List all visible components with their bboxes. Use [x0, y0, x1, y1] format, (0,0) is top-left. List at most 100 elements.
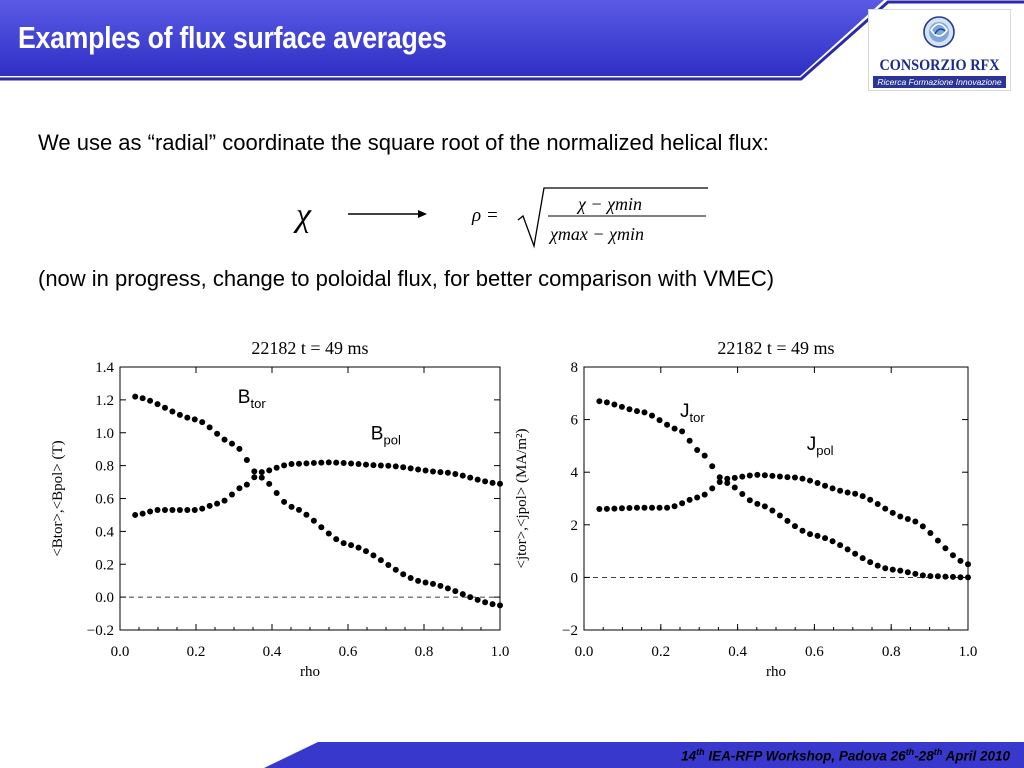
data-point-jtor: [641, 409, 648, 416]
footer-text: 14th IEA-RFP Workshop, Padova 26th-28th …: [681, 747, 1010, 764]
y-tick-label: 8: [571, 360, 579, 376]
data-point-jtor: [837, 542, 844, 549]
data-point-btor: [236, 445, 243, 452]
data-point-jtor: [927, 573, 934, 580]
data-point-btor: [392, 566, 399, 573]
data-point-jtor: [784, 517, 791, 524]
data-point-bpol: [489, 479, 496, 486]
data-point-bpol: [288, 460, 295, 467]
chart-j-currents: 22182 t = 49 ms 0.0 0.2 0.4 0.6 0.8 1.0 −2 0 2 4 6 8…: [514, 338, 978, 680]
data-point-jtor: [814, 532, 821, 539]
data-point-jtor: [724, 480, 731, 487]
data-point-jtor: [739, 491, 746, 498]
data-point-jpol: [784, 474, 791, 481]
data-point-btor: [273, 490, 280, 497]
data-point-btor: [348, 542, 355, 549]
data-point-bpol: [474, 476, 481, 483]
data-point-jpol: [889, 509, 896, 516]
y-axis-label: <Btor>,<Bpol> (T): [50, 440, 66, 556]
data-point-bpol: [281, 462, 288, 469]
footer-part: April 2010: [942, 748, 1010, 764]
data-point-bpol: [221, 497, 228, 504]
data-point-jpol: [686, 496, 693, 503]
x-tick-label: 1.0: [959, 644, 978, 660]
data-point-jpol: [799, 475, 806, 482]
data-point-bpol: [497, 480, 503, 487]
data-point-btor: [288, 503, 295, 510]
data-point-jpol: [822, 482, 829, 489]
data-point-jpol: [882, 505, 889, 512]
data-point-jpol: [965, 561, 971, 568]
data-point-jtor: [829, 538, 836, 545]
data-point-btor: [228, 440, 235, 447]
data-point-jpol: [859, 493, 866, 500]
slide-title: Examples of flux surface averages: [18, 20, 447, 55]
data-point-jpol: [664, 504, 671, 511]
data-point-btor: [221, 436, 228, 443]
data-point-jpol: [927, 530, 934, 537]
data-point-jpol: [694, 494, 701, 501]
formula-numerator: χ − χmin: [576, 194, 642, 214]
y-tick-label: 1.0: [95, 426, 114, 442]
data-point-bpol: [429, 468, 436, 475]
data-point-btor: [176, 411, 183, 418]
footer-band: [264, 742, 1024, 768]
y-tick-label: 6: [571, 413, 579, 429]
data-point-jtor: [949, 573, 956, 580]
data-point-jtor: [965, 574, 971, 581]
data-point-jtor: [679, 428, 686, 435]
data-point-bpol: [340, 459, 347, 466]
y-tick-label: 0.0: [95, 590, 114, 606]
footer-sup: th: [933, 747, 943, 757]
data-point-btor: [295, 506, 302, 513]
data-point-jpol: [746, 472, 753, 479]
data-point-bpol: [467, 474, 474, 481]
data-point-jpol: [837, 487, 844, 494]
data-point-jpol: [611, 505, 618, 512]
data-point-bpol: [206, 502, 213, 509]
x-tick-label: 1.0: [491, 644, 510, 660]
footer-sup: th: [696, 747, 705, 757]
data-point-bpol: [176, 507, 183, 514]
series-label-btor: Btor: [238, 387, 267, 411]
data-point-btor: [437, 582, 444, 589]
data-point-jtor: [716, 474, 723, 481]
x-axis-label: rho: [300, 664, 320, 680]
data-point-bpol: [228, 491, 235, 498]
consorzio-rfx-logo: CONSORZIO RFX Ricerca Formazione Innovaz…: [868, 9, 1011, 91]
data-point-btor: [243, 456, 250, 463]
x-tick-label: 0.8: [882, 644, 901, 660]
data-point-bpol: [184, 507, 191, 514]
y-axis-label: <jtor>,<jpol> (MA/m²): [514, 429, 530, 569]
formula-rho: ρ =: [471, 205, 499, 226]
data-point-bpol: [236, 485, 243, 492]
data-point-jtor: [686, 437, 693, 444]
data-point-btor: [318, 524, 325, 531]
data-point-btor: [362, 548, 369, 555]
data-point-btor: [467, 594, 474, 601]
data-point-jpol: [709, 485, 716, 492]
data-point-btor: [206, 424, 213, 431]
data-point-jpol: [761, 472, 768, 479]
data-point-jtor: [852, 550, 859, 557]
data-point-jtor: [671, 425, 678, 432]
data-point-jtor: [761, 503, 768, 510]
data-point-jpol: [776, 473, 783, 480]
data-point-jpol: [618, 505, 625, 512]
data-point-jpol: [904, 516, 911, 523]
data-point-jtor: [611, 401, 618, 408]
data-point-bpol: [191, 507, 198, 514]
data-point-bpol: [392, 463, 399, 470]
data-point-btor: [377, 557, 384, 564]
data-point-btor: [154, 401, 161, 408]
data-point-jpol: [957, 557, 964, 564]
x-tick-label: 0.0: [111, 644, 130, 660]
data-point-jtor: [882, 565, 889, 572]
logo-emblem-icon: [923, 16, 955, 48]
data-point-bpol: [422, 467, 429, 474]
data-point-btor: [489, 601, 496, 608]
series-label-bpol: Bpol: [371, 423, 401, 447]
data-point-jtor: [844, 546, 851, 553]
data-point-jpol: [897, 513, 904, 520]
data-point-btor: [482, 599, 489, 606]
